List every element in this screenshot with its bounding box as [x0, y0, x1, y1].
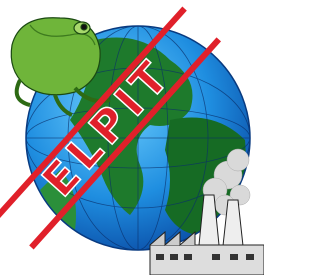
logo: ELPIT [0, 0, 264, 275]
page: ELPIT (() => { const data = JSON.parse(d… [0, 0, 264, 275]
